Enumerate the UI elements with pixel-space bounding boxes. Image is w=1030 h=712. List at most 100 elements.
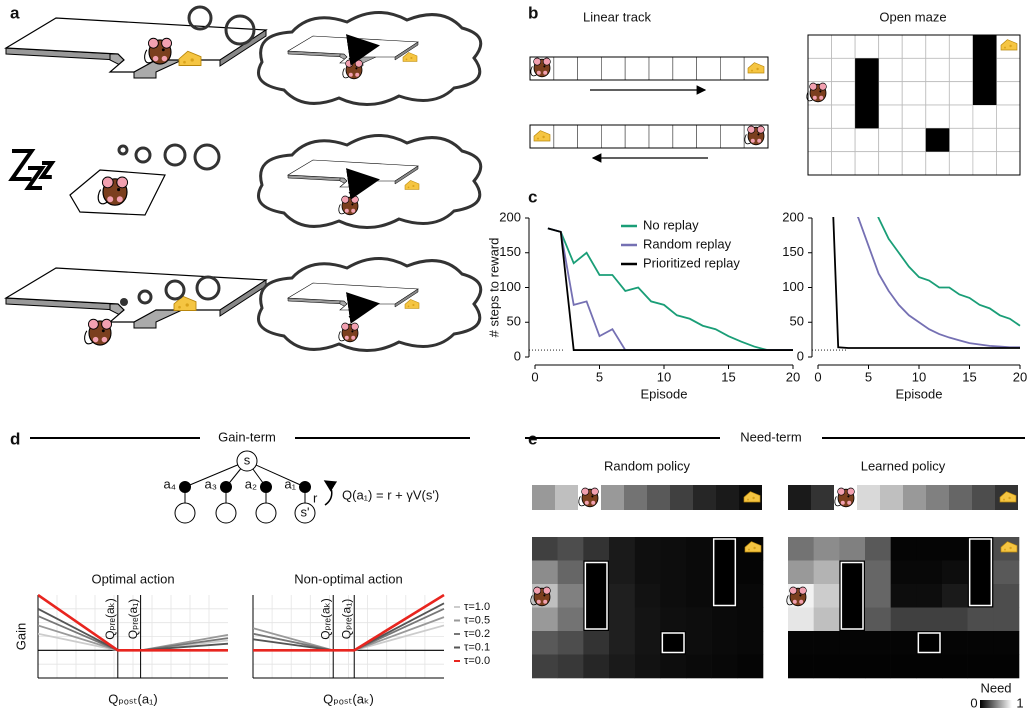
need-cell (942, 631, 968, 655)
y-tick-label: 0 (514, 348, 521, 363)
cheese-hole (1004, 549, 1006, 551)
legend-label: τ=1.0 (464, 601, 490, 613)
thought-bubble (136, 148, 150, 162)
need-cell (686, 631, 712, 655)
mouse-ear (88, 319, 98, 329)
cheese-hole (748, 549, 750, 551)
reference-label: Qₚᵣₑ(aₖ) (318, 598, 332, 640)
mouse-ear (102, 177, 113, 188)
need-cell (865, 608, 891, 632)
need-cell (814, 537, 840, 561)
need-cell (891, 631, 917, 655)
maze-cell (996, 152, 1020, 175)
need-cell (712, 608, 738, 632)
need-cell (891, 608, 917, 632)
action-node (220, 481, 232, 493)
y-tick-label: 150 (499, 244, 521, 259)
need-cell (865, 631, 891, 655)
need-cell (647, 485, 670, 510)
track-cell (673, 125, 697, 148)
need-cell (532, 608, 558, 632)
mouse-eye (847, 495, 849, 497)
need-cell (788, 655, 814, 679)
cheese-hole (1004, 47, 1006, 49)
need-cell (968, 655, 994, 679)
sleep-z (42, 163, 52, 177)
mouse-ear (355, 60, 362, 67)
heading: Gain-term (218, 429, 276, 444)
panel-label: a (10, 3, 20, 22)
maze-cell (879, 105, 903, 128)
mouse-paw (813, 96, 817, 100)
need-cell (865, 584, 891, 608)
mouse-eye (543, 594, 545, 596)
need-cell (712, 631, 738, 655)
need-cell (891, 655, 917, 679)
x-tick-label: 10 (912, 369, 926, 384)
mouse-ear (838, 488, 845, 495)
cheese-hole (752, 497, 754, 499)
cheese-hole (186, 303, 189, 306)
track-cell (720, 57, 744, 80)
maze-cell (832, 105, 856, 128)
reward-label: r (313, 490, 318, 505)
need-cell (532, 561, 558, 585)
action-label: a₂ (245, 476, 257, 491)
mouse-ear (757, 126, 764, 133)
need-cell (942, 561, 968, 585)
mouse-eye (819, 90, 821, 92)
need-cell (993, 631, 1019, 655)
maze-cell (808, 128, 832, 151)
action-label: a₄ (163, 476, 176, 491)
cheese-hole (542, 136, 544, 138)
need-cell (558, 608, 584, 632)
mouse-ear (102, 319, 112, 329)
action-node (260, 481, 272, 493)
need-cell (686, 537, 712, 561)
state-node (216, 503, 236, 523)
track-cell (625, 125, 649, 148)
mouse-ear (543, 587, 550, 594)
cheese-hole (412, 304, 414, 306)
mouse-ear (351, 323, 358, 330)
need-cell (660, 561, 686, 585)
need-cell (532, 485, 555, 510)
need-cell (532, 631, 558, 655)
maze-cell (949, 82, 973, 105)
need-cell (839, 655, 865, 679)
mouse-paw (117, 196, 123, 202)
need-cell (558, 631, 584, 655)
need-cell (601, 485, 624, 510)
mouse-ear (162, 38, 172, 48)
mouse-paw (153, 56, 159, 62)
y-tick-label: 200 (782, 209, 804, 224)
legend-label: τ=0.1 (464, 641, 490, 653)
maze-cell (808, 58, 832, 81)
need-cell (635, 655, 661, 679)
x-axis-label: Qₚₒₛₜ(a₁) (108, 691, 158, 706)
need-cell (635, 631, 661, 655)
need-cell (686, 608, 712, 632)
need-cell (814, 561, 840, 585)
cheese-hole (537, 138, 539, 140)
mouse-paw (349, 73, 353, 77)
need-cell (712, 655, 738, 679)
x-tick-label: 0 (531, 369, 538, 384)
mouse-ear (342, 323, 349, 330)
need-cell (865, 537, 891, 561)
update-arrow (325, 481, 332, 505)
need-cell (609, 584, 635, 608)
mouse-ear (748, 126, 755, 133)
thought-bubble (119, 146, 127, 154)
mouse-paw (102, 337, 108, 343)
mouse-eye (757, 133, 759, 135)
cheese-hole (183, 61, 186, 64)
maze-cell (855, 35, 879, 58)
cheese-hole (408, 187, 410, 189)
mouse-paw (351, 336, 355, 340)
track-cell (697, 57, 721, 80)
mouse-eye (591, 495, 593, 497)
need-cell (993, 608, 1019, 632)
cheese-hole (756, 68, 758, 70)
mouse-paw (819, 96, 823, 100)
